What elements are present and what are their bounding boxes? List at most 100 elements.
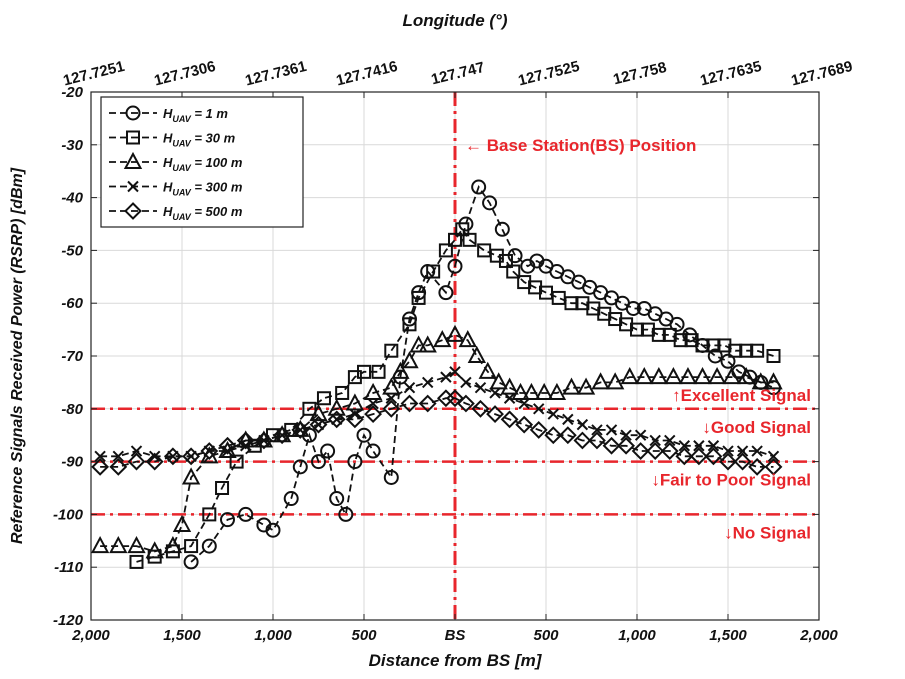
- marker-diamond: [91, 457, 110, 476]
- marker-x: [367, 397, 379, 410]
- legend-label-base: H: [163, 204, 173, 219]
- marker-circle: [320, 443, 336, 459]
- marker-x: [547, 408, 559, 420]
- marker-square: [129, 554, 144, 569]
- threshold-label-below: ↓Good Signal: [702, 418, 811, 437]
- marker-diamond: [446, 389, 464, 408]
- marker-circle: [338, 506, 354, 522]
- marker-square: [695, 338, 710, 353]
- legend-label-sub: UAV: [172, 163, 191, 173]
- marker-diamond: [124, 202, 142, 220]
- marker-square: [229, 454, 244, 469]
- marker-square: [335, 385, 350, 400]
- x-tick-label: 500: [533, 627, 559, 644]
- marker-square: [411, 290, 426, 305]
- marker-x: [474, 381, 487, 394]
- legend-entry-x: HUAV = 300 m: [109, 180, 243, 198]
- y-tick-label: -90: [61, 454, 83, 471]
- marker-square: [357, 364, 371, 379]
- marker-square: [184, 539, 199, 554]
- legend-label-value: = 500 m: [191, 204, 243, 219]
- marker-circle: [347, 454, 363, 470]
- marker-triangle: [123, 151, 143, 169]
- marker-x: [239, 440, 252, 452]
- marker-triangle: [707, 367, 727, 385]
- marker-square: [498, 253, 513, 268]
- marker-triangle: [664, 367, 683, 385]
- marker-triangle: [409, 335, 428, 353]
- legend-label-base: H: [163, 106, 173, 121]
- marker-triangle: [535, 382, 554, 400]
- marker-circle: [220, 512, 235, 528]
- legend-label-base: H: [163, 155, 173, 170]
- marker-diamond: [327, 410, 346, 429]
- marker-circle: [329, 491, 345, 507]
- marker-diamond: [236, 431, 255, 450]
- marker-triangle: [127, 535, 146, 554]
- marker-x: [440, 371, 452, 383]
- marker-diamond: [602, 436, 621, 455]
- marker-x: [751, 445, 763, 457]
- legend-label: HUAV = 1 m: [163, 106, 228, 124]
- marker-square: [455, 222, 470, 237]
- marker-x: [518, 397, 530, 410]
- x-tick-label: BS: [445, 627, 466, 644]
- threshold-label-above: ↑Excellent Signal: [672, 386, 811, 405]
- marker-x: [130, 445, 143, 457]
- marker-triangle: [751, 372, 770, 390]
- marker-circle: [292, 459, 308, 475]
- marker-x: [576, 418, 589, 431]
- marker-triangle: [382, 377, 401, 395]
- marker-x: [221, 445, 234, 457]
- marker-triangle: [620, 367, 639, 385]
- marker-x: [591, 424, 603, 436]
- x-tick-label: 1,000: [254, 627, 292, 644]
- y-tick-label: -70: [61, 348, 83, 365]
- marker-triangle: [562, 377, 581, 395]
- marker-x: [449, 366, 461, 378]
- marker-triangle: [418, 335, 437, 353]
- marker-triangle: [145, 541, 164, 559]
- marker-diamond: [218, 436, 237, 455]
- marker-square: [126, 130, 140, 145]
- marker-diamond: [309, 415, 328, 434]
- legend-entry-circle: HUAV = 1 m: [109, 105, 228, 124]
- marker-circle: [311, 454, 326, 470]
- y-tick-label: -80: [61, 401, 83, 418]
- legend-label: HUAV = 100 m: [163, 155, 243, 173]
- marker-circle: [447, 258, 463, 274]
- marker-x: [678, 440, 691, 452]
- marker-circle: [356, 427, 372, 443]
- marker-circle: [707, 348, 723, 364]
- marker-square: [371, 364, 386, 379]
- marker-diamond: [631, 442, 650, 460]
- marker-triangle: [478, 361, 497, 379]
- x-tick-label: 2,000: [71, 627, 110, 644]
- marker-circle: [265, 522, 281, 538]
- marker-x: [605, 424, 618, 436]
- threshold-label-below: ↓Fair to Poor Signal: [651, 471, 811, 490]
- marker-square: [426, 264, 441, 279]
- marker-triangle: [693, 367, 712, 385]
- marker-diamond: [646, 442, 665, 460]
- marker-diamond: [617, 436, 635, 455]
- legend-label-value: = 1 m: [191, 106, 229, 121]
- legend-label: HUAV = 500 m: [163, 204, 243, 222]
- marker-triangle: [172, 514, 192, 532]
- marker-x: [693, 440, 705, 452]
- marker-triangle: [363, 382, 383, 400]
- marker-x: [707, 440, 720, 452]
- y-tick-label: -110: [54, 559, 84, 576]
- marker-x: [722, 445, 734, 457]
- marker-triangle: [649, 367, 669, 385]
- marker-x: [421, 376, 434, 389]
- marker-diamond: [544, 426, 563, 445]
- axes: 2,000127.72511,500127.73061,000127.73615…: [9, 11, 854, 670]
- marker-x: [94, 450, 106, 463]
- marker-triangle: [635, 367, 654, 385]
- series-line: [190, 185, 774, 563]
- marker-triangle: [458, 330, 477, 348]
- marker-x: [460, 376, 472, 389]
